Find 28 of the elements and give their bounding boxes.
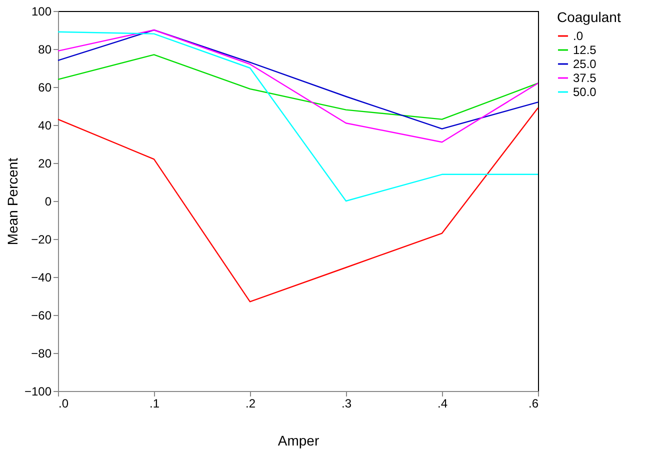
x-axis-title: Amper: [278, 432, 320, 448]
legend-label: 12.5: [573, 43, 597, 57]
y-tick-label: −80: [31, 346, 52, 360]
x-tick-label: .6: [528, 396, 539, 410]
y-tick-label: 60: [38, 80, 52, 94]
legend-label: 50.0: [573, 85, 597, 99]
legend-label: .0: [573, 29, 584, 43]
y-tick-label: −40: [31, 270, 52, 284]
y-tick-label: 100: [31, 4, 52, 18]
y-tick-label: 0: [44, 194, 52, 208]
y-tick-label: −20: [31, 232, 52, 246]
y-tick-label: −60: [31, 308, 52, 322]
y-tick-label: −100: [24, 384, 52, 398]
y-axis-title: Mean Percent: [4, 158, 20, 246]
x-tick-label: .4: [437, 396, 448, 410]
line-series: [57, 54, 539, 120]
legend-title: Coagulant: [557, 9, 621, 25]
legend-label: 37.5: [573, 71, 597, 85]
line-series: [57, 31, 539, 202]
y-tick-label: 20: [38, 156, 52, 170]
x-tick-label: .1: [149, 396, 160, 410]
x-tick-label: .0: [58, 396, 69, 410]
y-tick-label: 80: [38, 42, 52, 56]
line-series: [57, 107, 539, 302]
y-tick-label: 40: [38, 118, 52, 132]
x-tick-label: .2: [245, 396, 256, 410]
x-tick-label: .3: [341, 396, 352, 410]
legend-label: 25.0: [573, 57, 597, 71]
